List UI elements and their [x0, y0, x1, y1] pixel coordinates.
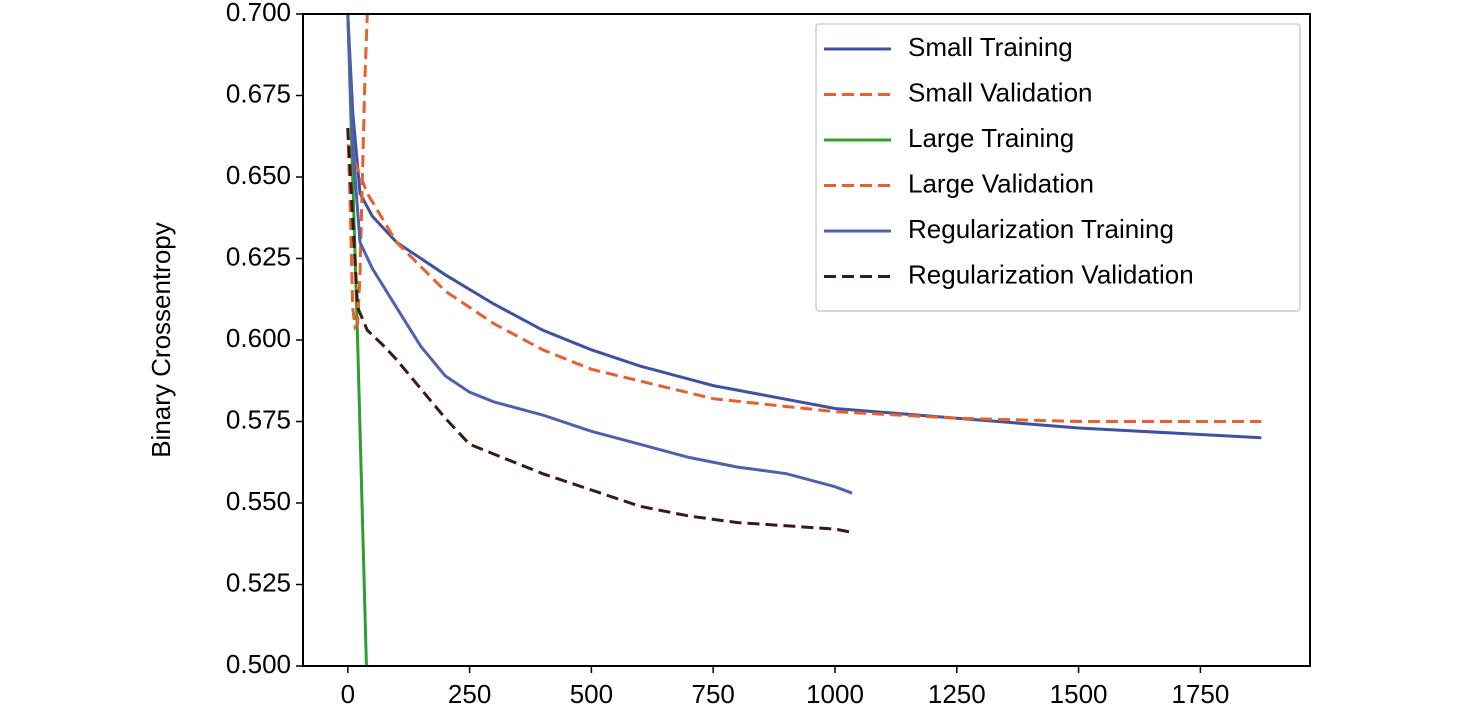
x-tick-label: 500 [570, 679, 613, 709]
y-axis-label: Binary Crossentropy [146, 222, 176, 458]
series-line [346, 14, 1262, 440]
x-tick-label: 1250 [928, 679, 986, 709]
legend-label: Regularization Validation [908, 259, 1194, 289]
x-tick-label: 1500 [1050, 679, 1108, 709]
series-line [346, 14, 853, 495]
y-tick-label: 0.625 [226, 241, 291, 271]
legend-label: Small Training [908, 32, 1073, 62]
y-tick-label: 0.650 [226, 160, 291, 190]
legend: Small Training Small Validation Large Trai… [815, 23, 1301, 312]
y-tick-label: 0.500 [226, 649, 291, 679]
plot-area [346, 14, 1262, 666]
y-tick-label: 0.600 [226, 323, 291, 353]
legend-label: Large Validation [908, 168, 1094, 198]
legend-label: Small Validation [908, 77, 1093, 107]
series-line [346, 14, 369, 331]
y-tick-label: 0.525 [226, 567, 291, 597]
legend-box [815, 23, 1301, 312]
series-line [346, 128, 853, 534]
x-tick-label: 1750 [1171, 679, 1229, 709]
x-tick-label: 1000 [806, 679, 864, 709]
series-line [346, 143, 1262, 423]
x-tick-label: 250 [448, 679, 491, 709]
plot-frame [302, 13, 1311, 667]
y-tick-label: 0.575 [226, 404, 291, 434]
y-tick-label: 0.550 [226, 486, 291, 516]
legend-label: Large Training [908, 123, 1074, 153]
y-tick-label: 0.675 [226, 78, 291, 108]
legend-label: Regularization Training [908, 214, 1174, 244]
x-tick-label: 750 [692, 679, 735, 709]
y-tick-label: 0.700 [226, 0, 291, 27]
x-tick-label: 0 [341, 679, 355, 709]
